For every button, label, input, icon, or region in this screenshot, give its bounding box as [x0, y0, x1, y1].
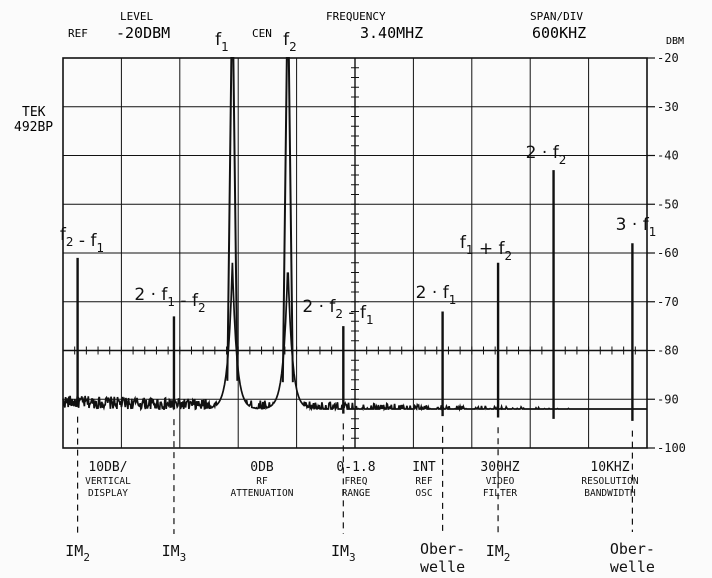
peak-f2: [281, 57, 294, 383]
annotation-label: Ober-: [420, 540, 465, 558]
span-label: SPAN/DIV: [530, 10, 583, 23]
peak-label: 2 · f1 - f2: [134, 285, 205, 315]
setting-label-line2: RANGE: [342, 488, 371, 499]
frequency-value: 3.40MHZ: [360, 24, 423, 42]
y-tick-label: -80: [657, 344, 679, 358]
annotation-label: IM3: [331, 542, 356, 564]
setting-value: 10KHZ: [590, 460, 629, 475]
setting-label-line2: DISPLAY: [88, 488, 128, 499]
level-value: -20DBM: [116, 24, 170, 42]
peak-label: 2 · f1: [416, 283, 457, 307]
setting-label-line2: FILTER: [483, 488, 518, 499]
setting-label-line1: FREQ: [345, 476, 368, 487]
instrument-model-line1: TEK: [22, 105, 46, 120]
setting-label-line1: RF: [256, 476, 268, 487]
y-tick-label: -50: [657, 197, 679, 211]
peak-label: 2 · f2 - f1: [302, 297, 373, 327]
annotation-label-line2: welle: [610, 558, 655, 576]
peak-label: f1: [215, 30, 229, 54]
y-tick-label: -90: [657, 392, 679, 406]
setting-label-line1: VIDEO: [486, 476, 515, 487]
peak-label: 3 · f1: [616, 215, 657, 239]
setting-label-line2: BANDWIDTH: [584, 488, 636, 499]
cen-label: CEN: [252, 27, 272, 40]
annotation-label: IM2: [486, 542, 511, 564]
peak-label: f1 + f2: [460, 233, 512, 263]
y-tick-label: -60: [657, 246, 679, 260]
setting-value: 0-1.8: [336, 460, 375, 475]
instrument-model-line2: 492BP: [14, 120, 53, 135]
peak-label: f2: [283, 30, 297, 54]
ref-label: REF: [68, 27, 88, 40]
annotation-label: Ober-: [610, 540, 655, 558]
y-axis-unit-label: DBM: [666, 36, 684, 47]
peak-label: f2 - f1: [60, 225, 104, 255]
frequency-label: FREQUENCY: [326, 10, 386, 23]
annotation-label: IM3: [162, 542, 187, 564]
peak-label: 2 · f2: [526, 143, 567, 167]
span-value: 600KHZ: [532, 24, 586, 42]
annotation-label-line2: welle: [420, 558, 465, 576]
setting-value: 0DB: [250, 460, 274, 475]
setting-value: 300HZ: [480, 460, 519, 475]
level-label: LEVEL: [120, 10, 153, 23]
y-tick-label: -100: [657, 441, 686, 455]
noise-floor-trace: [62, 262, 647, 412]
setting-label-line1: VERTICAL: [85, 476, 131, 487]
y-tick-label: -70: [657, 295, 679, 309]
setting-label-line2: ATTENUATION: [231, 488, 294, 499]
setting-label-line2: OSC: [415, 488, 432, 499]
y-tick-label: -20: [657, 51, 679, 65]
graticule: [62, 57, 648, 449]
bottom-annotations: IM2 IM3 IM3 Ober-welle IM2 Ober-welle: [65, 416, 655, 576]
setting-label-line1: REF: [415, 476, 432, 487]
annotation-label: IM2: [65, 542, 90, 564]
setting-value: 10DB/: [88, 460, 127, 475]
peak-f1: [226, 57, 239, 381]
peak-labels: f2 - f1 2 · f1 - f2 f1 f2 2 · f2 - f1 2 · f1f…: [60, 30, 656, 327]
setting-value: INT: [412, 460, 436, 475]
y-tick-label: -30: [657, 100, 679, 114]
setting-label-line1: RESOLUTION: [581, 476, 638, 487]
y-tick-labels: -20 -30 -40 -50 -60 -70 -80 -90 -100: [647, 51, 686, 455]
spectrum-trace: [62, 57, 647, 421]
header-readout: REF LEVEL -20DBM CEN FREQUENCY 3.40MHZ S…: [14, 10, 684, 135]
y-tick-label: -40: [657, 149, 679, 163]
